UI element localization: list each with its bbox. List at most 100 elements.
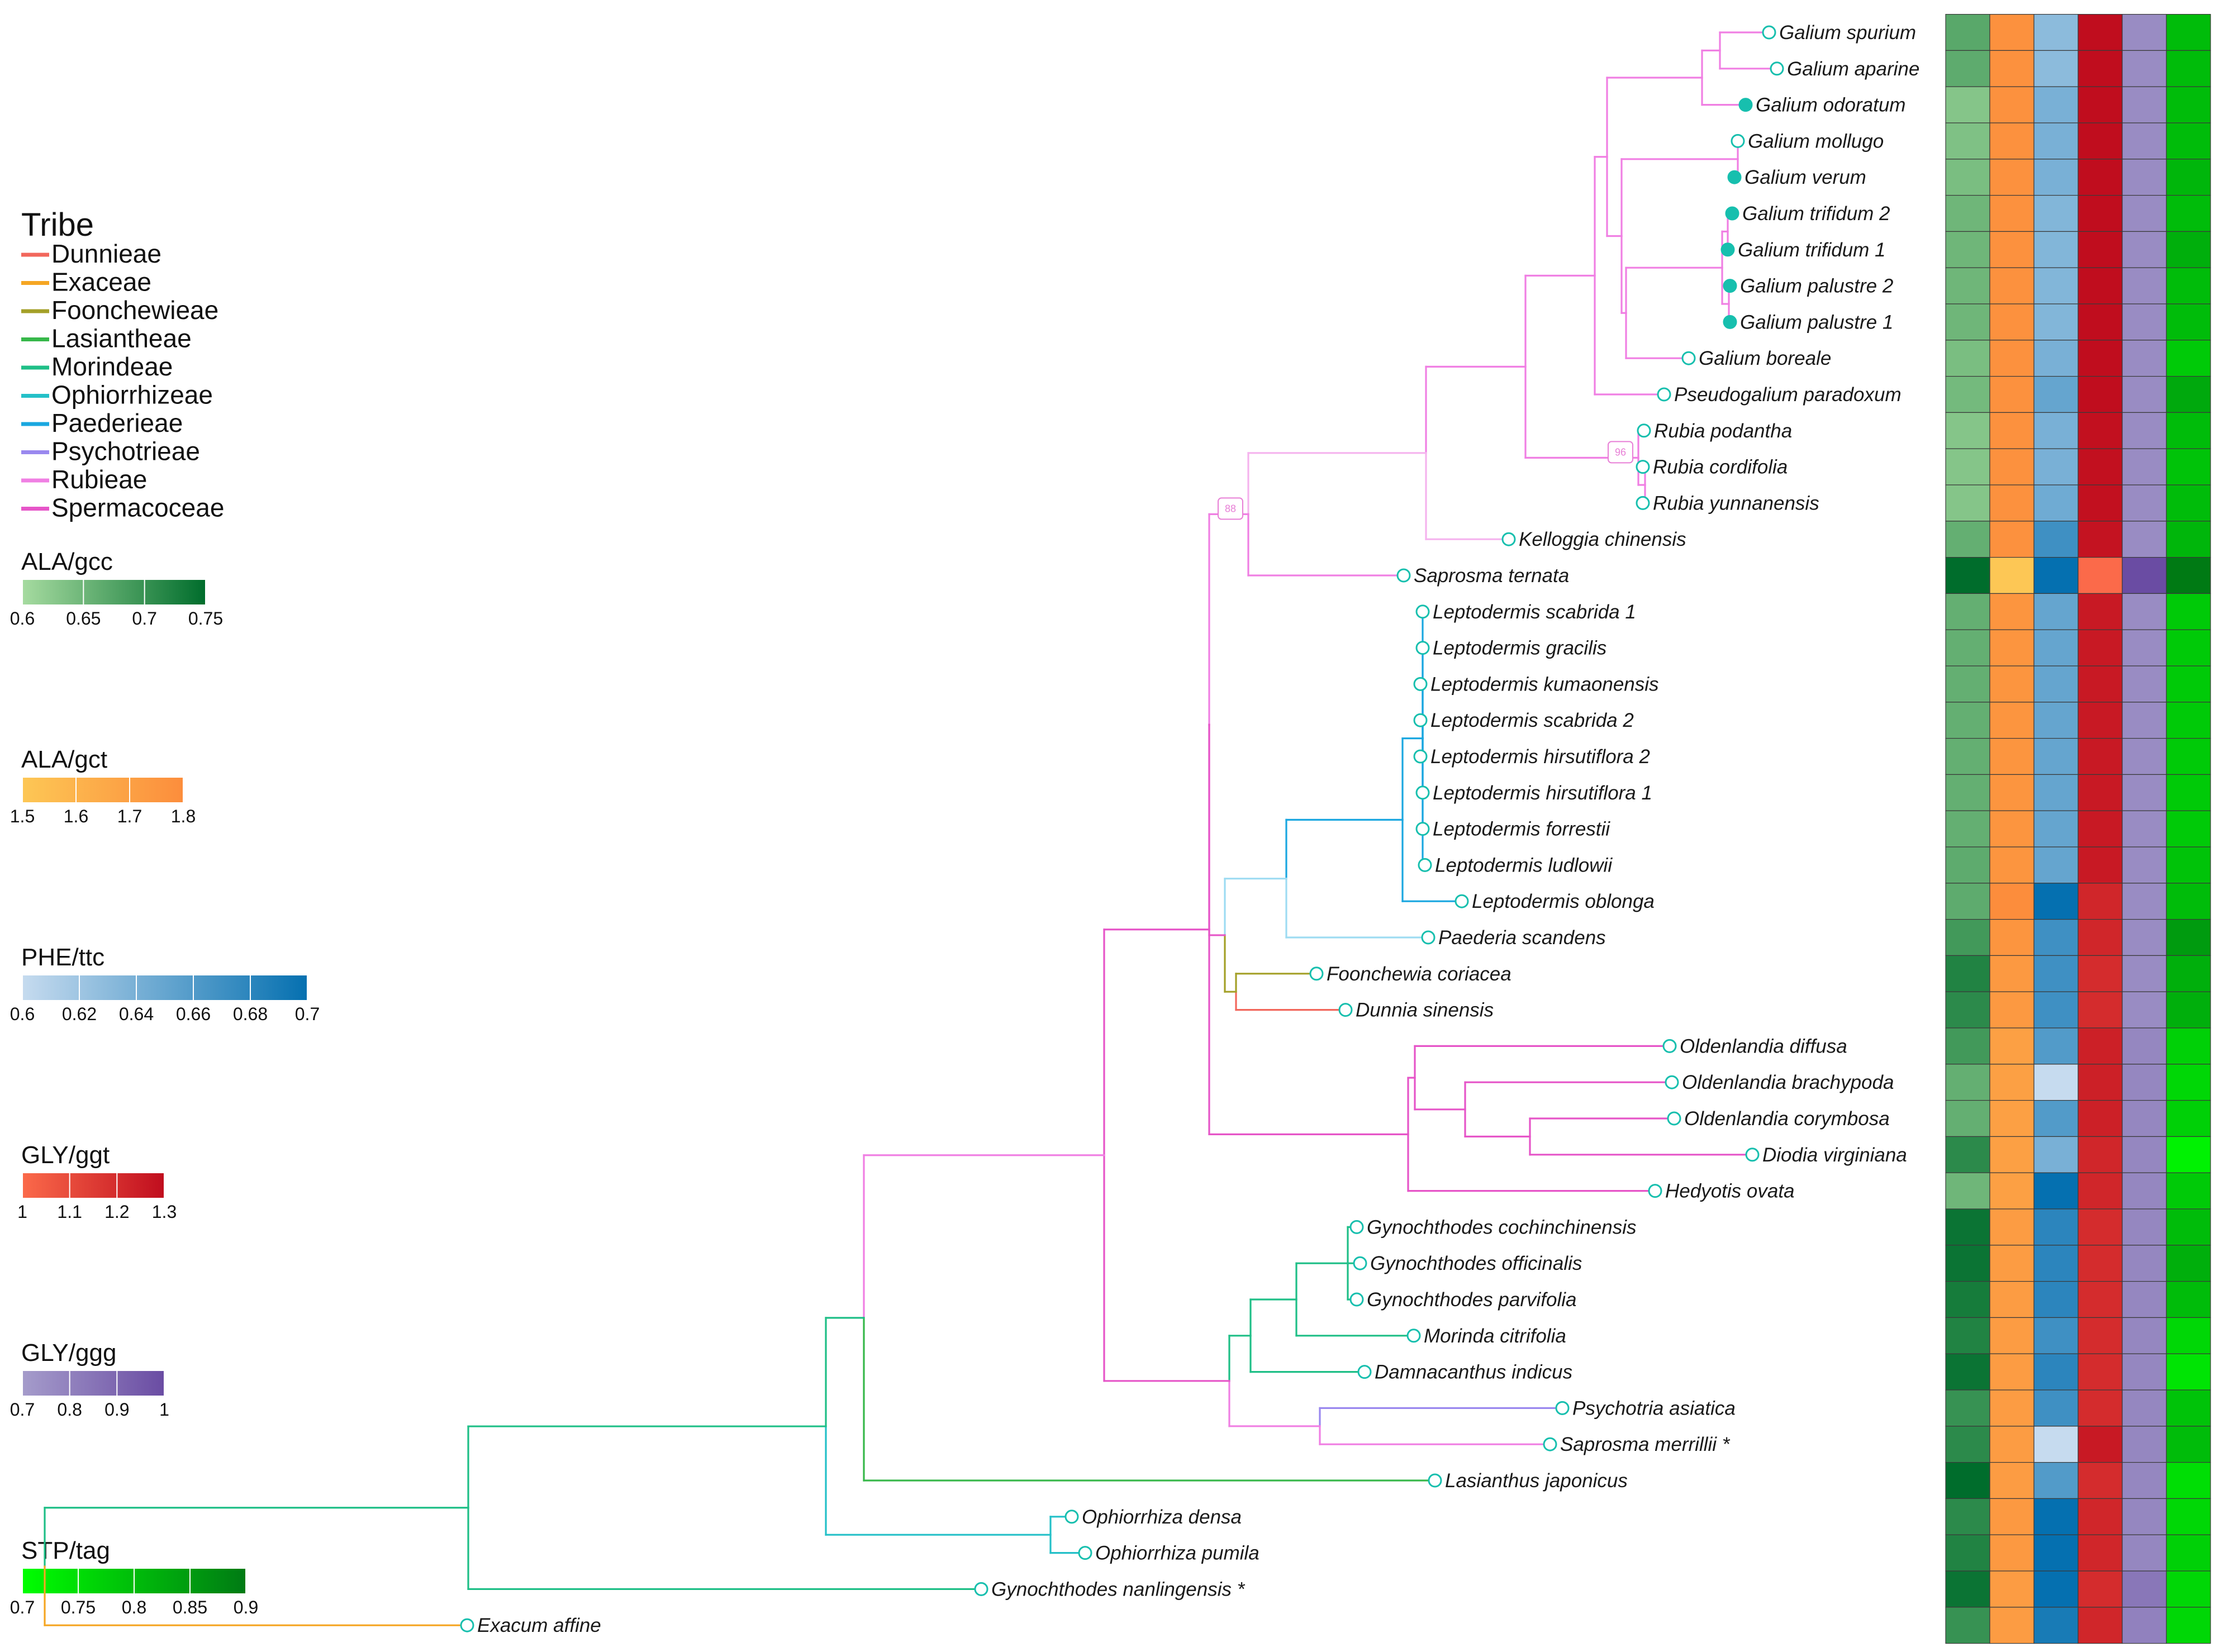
tip-dunnia-sinensis: Dunnia sinensis — [1338, 999, 1494, 1021]
heatmap-cell-ala-gct-galium-boreale — [1989, 340, 2035, 377]
heatmap-cell-ala-gct-saprosma-ternata — [1989, 556, 2035, 594]
scale-tick-label: 0.7 — [10, 1399, 35, 1420]
heatmap-cell-gly-ggt-galium-boreale — [2078, 340, 2123, 377]
tip-label: Galium aparine — [1787, 58, 1919, 80]
heatmap-cell-gly-ggg-gynochthodes-officinalis — [2122, 1245, 2167, 1282]
heatmap-cell-stp-tag-pseudogalium-paradoxum — [2166, 375, 2211, 413]
tip-label: Dunnia sinensis — [1356, 999, 1494, 1021]
heatmap-cell-ala-gcc-rubia-podantha — [1945, 412, 1990, 449]
heatmap-cell-stp-tag-galium-aparine — [2166, 50, 2211, 87]
heatmap-cell-gly-ggg-ophiorrhiza-densa — [2122, 1498, 2167, 1535]
heatmap-cell-ala-gct-psychotria-asiatica — [1989, 1389, 2035, 1427]
heatmap-cell-ala-gcc-ophiorrhiza-pumila — [1945, 1534, 1990, 1572]
tip-oldenlandia-diffusa: Oldenlandia diffusa — [1662, 1035, 1847, 1057]
tip-marker — [1078, 1546, 1092, 1560]
heatmap-cell-gly-ggt-galium-palustre-1 — [2078, 303, 2123, 341]
heatmap-cell-phe-ttc-hedyotis-ovata — [2033, 1172, 2079, 1210]
tip-foonchewia-coriacea: Foonchewia coriacea — [1309, 963, 1511, 985]
heatmap-cell-ala-gcc-damnacanthus-indicus — [1945, 1353, 1990, 1391]
heatmap-cell-ala-gcc-galium-odoratum — [1945, 86, 1990, 123]
heatmap-cell-phe-ttc-galium-odoratum — [2033, 86, 2079, 123]
heatmap-cell-gly-ggt-leptodermis-hirsutiflora-2 — [2078, 737, 2123, 775]
tip-exacum-affine: Exacum affine — [460, 1615, 601, 1636]
tip-paederia-scandens: Paederia scandens — [1421, 927, 1606, 949]
heatmap-cell-stp-tag-psychotria-asiatica — [2166, 1389, 2211, 1427]
heatmap-cell-stp-tag-diodia-virginiana — [2166, 1136, 2211, 1173]
tip-psychotria-asiatica: Psychotria asiatica — [1555, 1397, 1736, 1419]
heatmap-cell-gly-ggt-galium-verum — [2078, 159, 2123, 196]
tip-rubia-podantha: Rubia podantha — [1637, 420, 1792, 442]
heatmap-cell-phe-ttc-leptodermis-kumaonensis — [2033, 665, 2079, 703]
scale-tick-label: 0.9 — [234, 1597, 258, 1617]
heatmap-cell-ala-gcc-galium-verum — [1945, 159, 1990, 196]
heatmap-cell-stp-tag-galium-odoratum — [2166, 86, 2211, 123]
heatmap-cell-stp-tag-oldenlandia-brachypoda — [2166, 1064, 2211, 1101]
heatmap-cell-ala-gcc-leptodermis-kumaonensis — [1945, 665, 1990, 703]
heatmap-cell-gly-ggg-galium-trifidum-2 — [2122, 195, 2167, 232]
heatmap-cell-gly-ggg-leptodermis-scabrida-1 — [2122, 593, 2167, 630]
tip-label: Leptodermis forrestii — [1433, 818, 1610, 840]
heatmap-cell-ala-gcc-exacum-affine — [1945, 1607, 1990, 1644]
tip-galium-palustre-1: Galium palustre 1 — [1723, 311, 1893, 333]
heatmap-cell-gly-ggt-oldenlandia-brachypoda — [2078, 1064, 2123, 1101]
heatmap-cell-ala-gcc-foonchewia-coriacea — [1945, 955, 1990, 992]
heatmap-cell-stp-tag-galium-boreale — [2166, 340, 2211, 377]
heatmap-cell-gly-ggg-oldenlandia-corymbosa — [2122, 1099, 2167, 1137]
heatmap-cell-phe-ttc-gynochthodes-officinalis — [2033, 1245, 2079, 1282]
heatmap-cell-phe-ttc-gynochthodes-cochinchinensis — [2033, 1208, 2079, 1246]
tip-label: Kelloggia chinensis — [1519, 529, 1686, 550]
heatmap-cell-ala-gcc-gynochthodes-cochinchinensis — [1945, 1208, 1990, 1246]
heatmap-cell-ala-gcc-leptodermis-scabrida-2 — [1945, 702, 1990, 739]
heatmap-cell-phe-ttc-rubia-podantha — [2033, 412, 2079, 449]
scale-bar — [22, 778, 183, 802]
scale-tick-label: 0.66 — [176, 1004, 211, 1024]
tip-marker — [1725, 206, 1739, 221]
heatmap-cell-gly-ggg-gynochthodes-nanlingensis — [2122, 1570, 2167, 1608]
tip-galium-aparine: Galium aparine — [1770, 58, 1919, 80]
heatmap-cell-gly-ggt-leptodermis-forrestii — [2078, 810, 2123, 848]
heatmap-cell-gly-ggt-saprosma-ternata — [2078, 556, 2123, 594]
heatmap-cell-gly-ggt-gynochthodes-nanlingensis — [2078, 1570, 2123, 1608]
scale-ala-gct: ALA/gct 1.5 1.6 1.7 1.8 — [10, 746, 196, 826]
tip-label: Oldenlandia diffusa — [1680, 1035, 1847, 1057]
heatmap-cell-gly-ggt-exacum-affine — [2078, 1607, 2123, 1644]
tip-marker — [1738, 98, 1753, 112]
scale-tick-label: 0.6 — [10, 608, 35, 629]
legend-label: Ophiorrhizeae — [51, 380, 213, 410]
tip-marker — [1762, 25, 1776, 40]
heatmap-cell-phe-ttc-oldenlandia-brachypoda — [2033, 1064, 2079, 1101]
heatmap-cell-ala-gcc-galium-palustre-2 — [1945, 267, 1990, 304]
tip-leptodermis-ludlowii: Leptodermis ludlowii — [1418, 854, 1613, 876]
tip-label: Gynochthodes cochinchinensis — [1367, 1216, 1637, 1238]
scale-title: PHE/ttc — [21, 944, 104, 971]
heatmap-cell-gly-ggt-saprosma-merrillii — [2078, 1426, 2123, 1463]
tip-gynochthodes-cochinchinensis: Gynochthodes cochinchinensis — [1349, 1216, 1637, 1238]
heatmap-cell-gly-ggg-leptodermis-hirsutiflora-2 — [2122, 737, 2167, 775]
heatmap-cell-stp-tag-gynochthodes-officinalis — [2166, 1245, 2211, 1282]
heatmap-cell-ala-gct-galium-palustre-1 — [1989, 303, 2035, 341]
heatmap-cell-gly-ggg-dunnia-sinensis — [2122, 991, 2167, 1029]
tip-marker — [1665, 1075, 1679, 1089]
scale-tick-label: 0.8 — [57, 1399, 82, 1420]
heatmap-cell-gly-ggg-leptodermis-ludlowii — [2122, 846, 2167, 884]
heatmap-cell-phe-ttc-leptodermis-scabrida-2 — [2033, 702, 2079, 739]
scale-bar — [22, 1173, 164, 1198]
heatmap-cell-gly-ggg-leptodermis-gracilis — [2122, 629, 2167, 666]
heatmap-cell-ala-gcc-diodia-virginiana — [1945, 1136, 1990, 1173]
tip-galium-boreale: Galium boreale — [1681, 347, 1831, 369]
heatmap-cell-gly-ggg-damnacanthus-indicus — [2122, 1353, 2167, 1391]
tip-lasianthus-japonicus: Lasianthus japonicus — [1428, 1470, 1628, 1492]
scale-title: GLY/ggt — [21, 1141, 110, 1169]
heatmap-cell-gly-ggg-paederia-scandens — [2122, 918, 2167, 956]
heatmap-cell-stp-tag-ophiorrhiza-densa — [2166, 1498, 2211, 1535]
tip-marker — [1657, 387, 1671, 402]
heatmap-cell-ala-gct-pseudogalium-paradoxum — [1989, 375, 2035, 413]
heatmap-cell-stp-tag-morinda-citrifolia — [2166, 1317, 2211, 1354]
heatmap-cell-gly-ggt-galium-palustre-2 — [2078, 267, 2123, 304]
heatmap-cell-ala-gcc-lasianthus-japonicus — [1945, 1462, 1990, 1499]
heatmap-cell-gly-ggt-galium-aparine — [2078, 50, 2123, 87]
heatmap-cell-stp-tag-leptodermis-scabrida-2 — [2166, 702, 2211, 739]
heatmap-cell-stp-tag-saprosma-merrillii — [2166, 1426, 2211, 1463]
tip-gynochthodes-officinalis: Gynochthodes officinalis — [1353, 1253, 1582, 1274]
tip-label: Ophiorrhiza densa — [1082, 1506, 1242, 1528]
